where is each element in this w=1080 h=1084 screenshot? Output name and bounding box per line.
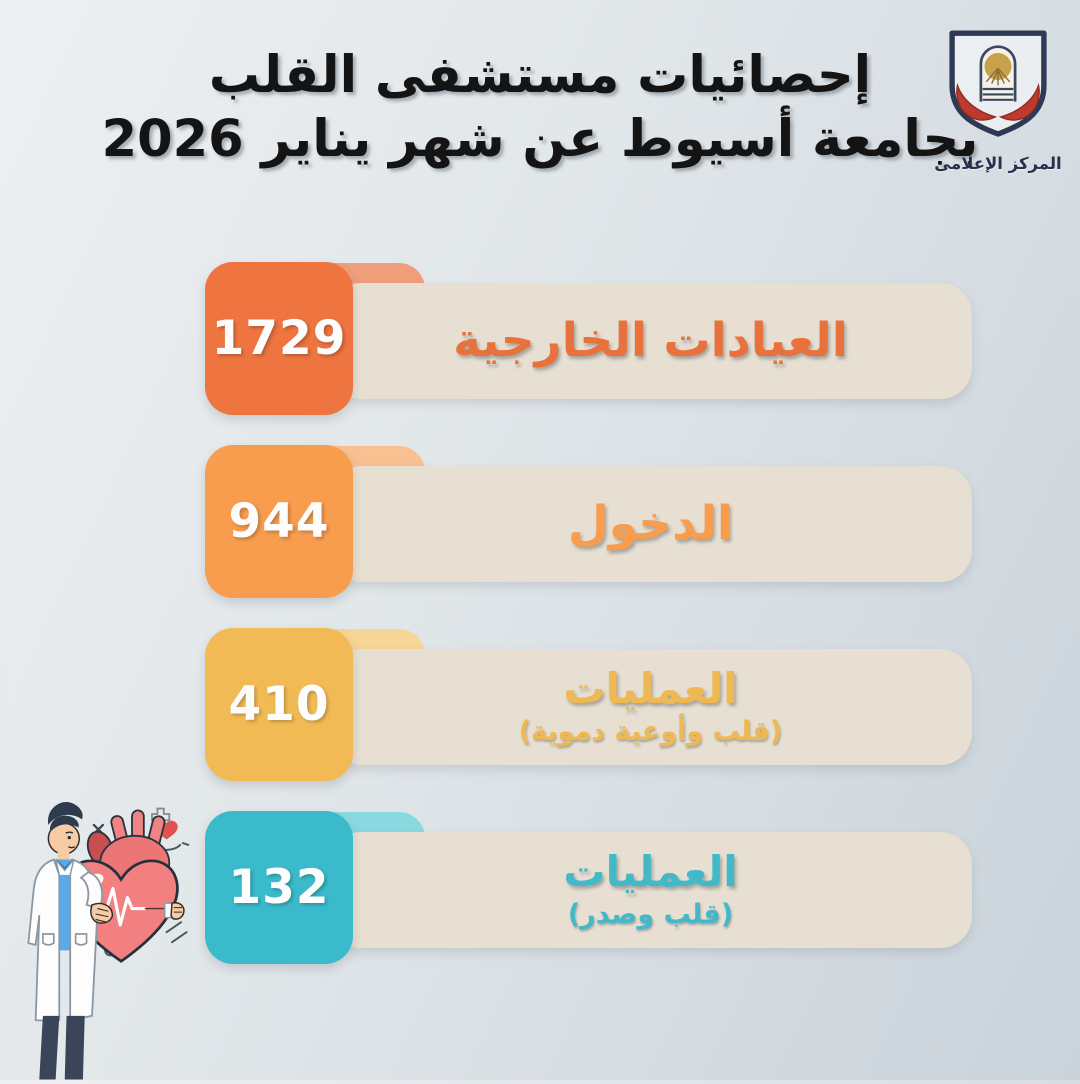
shield-logo-icon (949, 30, 1047, 137)
stat-row-operations-cardiovascular: العمليات (قلب وأوعية دموية) 410 (205, 628, 972, 781)
logo-caption: المركز الإعلامى (934, 154, 1062, 173)
stat-label: الدخول (567, 496, 734, 552)
stat-value: 132 (228, 860, 330, 915)
stat-value: 1729 (211, 311, 347, 366)
stat-bar: الدخول (329, 466, 972, 582)
doctor-holding-heart-illustration (12, 788, 212, 1080)
stat-bar: العيادات الخارجية (329, 283, 972, 399)
stat-value: 410 (228, 677, 330, 732)
stat-value-badge: 410 (205, 628, 353, 781)
media-center-logo: المركز الإعلامى (930, 26, 1066, 173)
stat-value-badge: 132 (205, 811, 353, 964)
stat-subtitle: (قلب وصدر) (567, 898, 734, 930)
stat-value: 944 (228, 494, 330, 549)
stat-subtitle: (قلب وأوعية دموية) (518, 715, 783, 747)
stat-bar: العمليات (قلب وصدر) (329, 832, 972, 948)
stat-value-badge: 1729 (205, 262, 353, 415)
doctor-heart-icon (27, 801, 190, 1080)
stat-row-operations-heart-chest: العمليات (قلب وصدر) 132 (205, 811, 972, 964)
title-line-1: إحصائيات مستشفى القلب (208, 46, 872, 105)
stat-row-admissions: الدخول 944 (205, 445, 972, 598)
stat-bar: العمليات (قلب وأوعية دموية) (329, 649, 972, 765)
stat-label: العيادات الخارجية (453, 313, 848, 369)
stat-row-outpatient-clinics: العيادات الخارجية 1729 (205, 262, 972, 415)
stat-label: العمليات (563, 664, 738, 714)
stat-value-badge: 944 (205, 445, 353, 598)
stat-label: العمليات (563, 847, 738, 897)
stats-list: العيادات الخارجية 1729 الدخول 944 العملي… (205, 262, 972, 994)
page-title: إحصائيات مستشفى القلب بجامعة أسيوط عن شه… (0, 44, 1080, 172)
title-line-2: بجامعة أسيوط عن شهر يناير 2026 (101, 109, 979, 169)
